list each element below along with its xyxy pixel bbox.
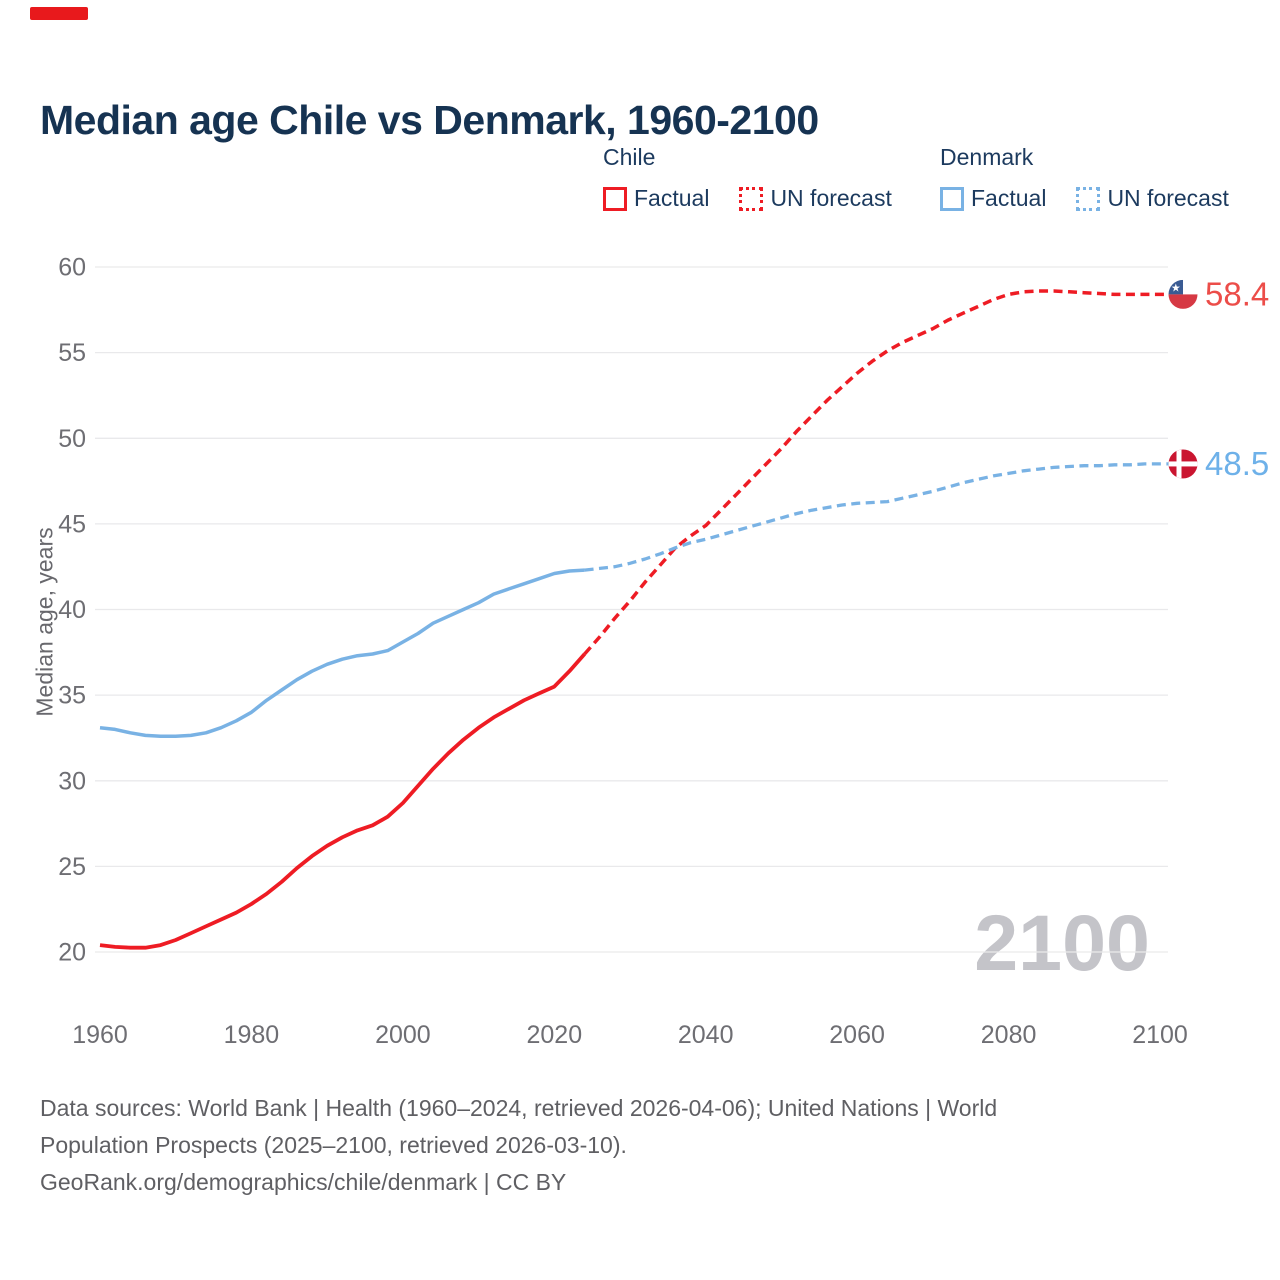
dotted-line-swatch-icon bbox=[1076, 186, 1101, 211]
end-value-label: 48.5 bbox=[1205, 445, 1269, 482]
legend-item-denmark-factual[interactable]: Factual bbox=[940, 185, 1046, 212]
series-chile-factual bbox=[99, 652, 587, 950]
x-tick-label: 2100 bbox=[1132, 1021, 1188, 1049]
legend-group-denmark: Denmark Factual UN forecast bbox=[940, 144, 1259, 212]
legend-item-label: UN forecast bbox=[770, 185, 892, 211]
y-tick-label: 55 bbox=[58, 339, 86, 367]
source-line: GeoRank.org/demographics/chile/denmark |… bbox=[40, 1169, 567, 1195]
source-line: Data sources: World Bank | Health (1960–… bbox=[40, 1095, 998, 1121]
series-denmark-factual bbox=[99, 568, 585, 738]
x-tick-label: 1980 bbox=[224, 1021, 280, 1049]
legend-item-label: UN forecast bbox=[1107, 185, 1229, 211]
legend-item-denmark-forecast[interactable]: UN forecast bbox=[1076, 185, 1229, 212]
source-line: Population Prospects (2025–2100, retriev… bbox=[40, 1132, 627, 1158]
legend-item-chile-factual[interactable]: Factual bbox=[603, 185, 709, 212]
x-tick-label: 2060 bbox=[829, 1021, 885, 1049]
y-tick-label: 50 bbox=[58, 425, 86, 453]
corner-marker bbox=[30, 7, 88, 20]
dotted-line-swatch-icon bbox=[739, 186, 764, 211]
y-tick-label: 45 bbox=[58, 510, 86, 538]
x-tick-label: 2080 bbox=[981, 1021, 1037, 1049]
x-tick-label: 2020 bbox=[526, 1021, 582, 1049]
y-tick-label: 35 bbox=[58, 682, 86, 710]
legend-item-label: Factual bbox=[634, 185, 710, 211]
solid-line-swatch-icon bbox=[940, 186, 964, 211]
y-tick-label: 25 bbox=[58, 853, 86, 881]
legend-row-chile: Factual UN forecast bbox=[603, 185, 922, 212]
legend-item-chile-forecast[interactable]: UN forecast bbox=[739, 185, 892, 212]
y-tick-label: 60 bbox=[58, 254, 86, 282]
legend-group-chile: Chile Factual UN forecast bbox=[603, 144, 922, 212]
chile-flag-icon: ★ bbox=[1168, 279, 1198, 309]
legend-group-chile-label: Chile bbox=[603, 144, 656, 170]
y-tick-label: 30 bbox=[58, 767, 86, 795]
denmark-flag-icon bbox=[1168, 449, 1198, 479]
x-tick-label: 2000 bbox=[375, 1021, 431, 1049]
y-tick-label: 20 bbox=[58, 939, 86, 967]
y-tick-label: 40 bbox=[58, 596, 86, 624]
end-value-label: 58.4 bbox=[1205, 275, 1269, 312]
chart-title: Median age Chile vs Denmark, 1960-2100 bbox=[40, 97, 819, 144]
legend-row-denmark: Factual UN forecast bbox=[940, 185, 1259, 212]
x-tick-label: 1960 bbox=[72, 1021, 128, 1049]
series-chile-forecast bbox=[583, 289, 1171, 656]
data-sources: Data sources: World Bank | Health (1960–… bbox=[40, 1090, 1180, 1201]
solid-line-swatch-icon bbox=[603, 186, 627, 211]
watermark-year: 2100 bbox=[974, 898, 1150, 987]
legend-group-denmark-label: Denmark bbox=[940, 144, 1034, 170]
x-tick-label: 2040 bbox=[678, 1021, 734, 1049]
series-denmark-forecast bbox=[584, 462, 1171, 572]
svg-text:★: ★ bbox=[1171, 283, 1181, 295]
legend-item-label: Factual bbox=[971, 185, 1047, 211]
